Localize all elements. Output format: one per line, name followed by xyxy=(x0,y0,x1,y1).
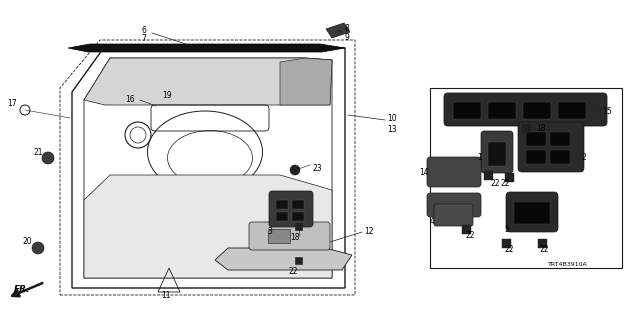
Text: 17: 17 xyxy=(7,99,17,108)
Text: 22: 22 xyxy=(540,245,550,254)
Text: 9: 9 xyxy=(344,33,349,42)
Polygon shape xyxy=(215,248,352,270)
Text: 3: 3 xyxy=(267,228,272,236)
Text: 10: 10 xyxy=(387,114,397,123)
Text: 22: 22 xyxy=(288,268,298,276)
FancyBboxPatch shape xyxy=(444,93,607,126)
Text: 22: 22 xyxy=(504,245,513,254)
Text: 18: 18 xyxy=(536,124,545,132)
Bar xyxy=(453,102,481,119)
FancyBboxPatch shape xyxy=(434,204,473,226)
Polygon shape xyxy=(84,58,332,105)
Bar xyxy=(488,142,506,166)
Bar xyxy=(484,171,493,180)
Bar xyxy=(522,124,530,132)
Text: TRT4B3910A: TRT4B3910A xyxy=(548,262,588,268)
Text: 11: 11 xyxy=(161,292,171,300)
Bar xyxy=(523,102,551,119)
Bar xyxy=(550,150,570,164)
Polygon shape xyxy=(280,58,332,105)
Bar xyxy=(505,173,514,182)
Text: 21: 21 xyxy=(33,148,42,156)
Bar xyxy=(526,132,546,146)
Text: 7: 7 xyxy=(141,34,147,43)
FancyBboxPatch shape xyxy=(427,193,481,217)
Bar xyxy=(538,239,547,248)
Text: 20: 20 xyxy=(22,237,31,246)
Text: FR.: FR. xyxy=(14,285,31,294)
Text: 5: 5 xyxy=(504,225,509,234)
Polygon shape xyxy=(68,44,345,52)
Text: 2: 2 xyxy=(581,153,586,162)
Bar xyxy=(514,202,550,224)
Circle shape xyxy=(32,242,44,254)
Text: 12: 12 xyxy=(364,228,374,236)
FancyBboxPatch shape xyxy=(518,122,584,172)
Bar xyxy=(292,212,304,221)
Bar xyxy=(558,102,586,119)
FancyBboxPatch shape xyxy=(427,157,481,187)
Bar xyxy=(502,239,511,248)
Bar xyxy=(276,212,288,221)
Text: 4: 4 xyxy=(429,218,434,227)
Bar xyxy=(295,257,302,264)
Text: 23: 23 xyxy=(312,164,322,172)
Text: 14: 14 xyxy=(419,167,429,177)
FancyBboxPatch shape xyxy=(481,131,513,173)
Text: 19: 19 xyxy=(162,92,172,100)
Bar xyxy=(550,132,570,146)
Polygon shape xyxy=(84,175,332,278)
Bar xyxy=(292,200,304,209)
Polygon shape xyxy=(326,23,350,38)
Bar xyxy=(488,102,516,119)
FancyBboxPatch shape xyxy=(269,191,313,227)
Text: 22: 22 xyxy=(490,179,499,188)
Text: 6: 6 xyxy=(141,26,147,35)
Bar xyxy=(295,223,302,230)
Text: 8: 8 xyxy=(344,23,349,33)
Bar xyxy=(526,150,546,164)
Bar xyxy=(462,225,471,234)
Text: 22: 22 xyxy=(465,231,474,241)
Circle shape xyxy=(290,165,300,175)
Text: 13: 13 xyxy=(387,124,397,133)
Bar xyxy=(430,88,622,268)
Circle shape xyxy=(42,152,54,164)
Bar xyxy=(268,229,290,243)
Text: 1: 1 xyxy=(477,153,482,162)
FancyBboxPatch shape xyxy=(506,192,558,232)
Text: 22: 22 xyxy=(500,180,510,188)
Text: 15: 15 xyxy=(602,107,612,116)
Text: 18: 18 xyxy=(290,233,300,242)
FancyBboxPatch shape xyxy=(249,222,330,250)
Text: 16: 16 xyxy=(125,94,134,103)
Bar xyxy=(276,200,288,209)
